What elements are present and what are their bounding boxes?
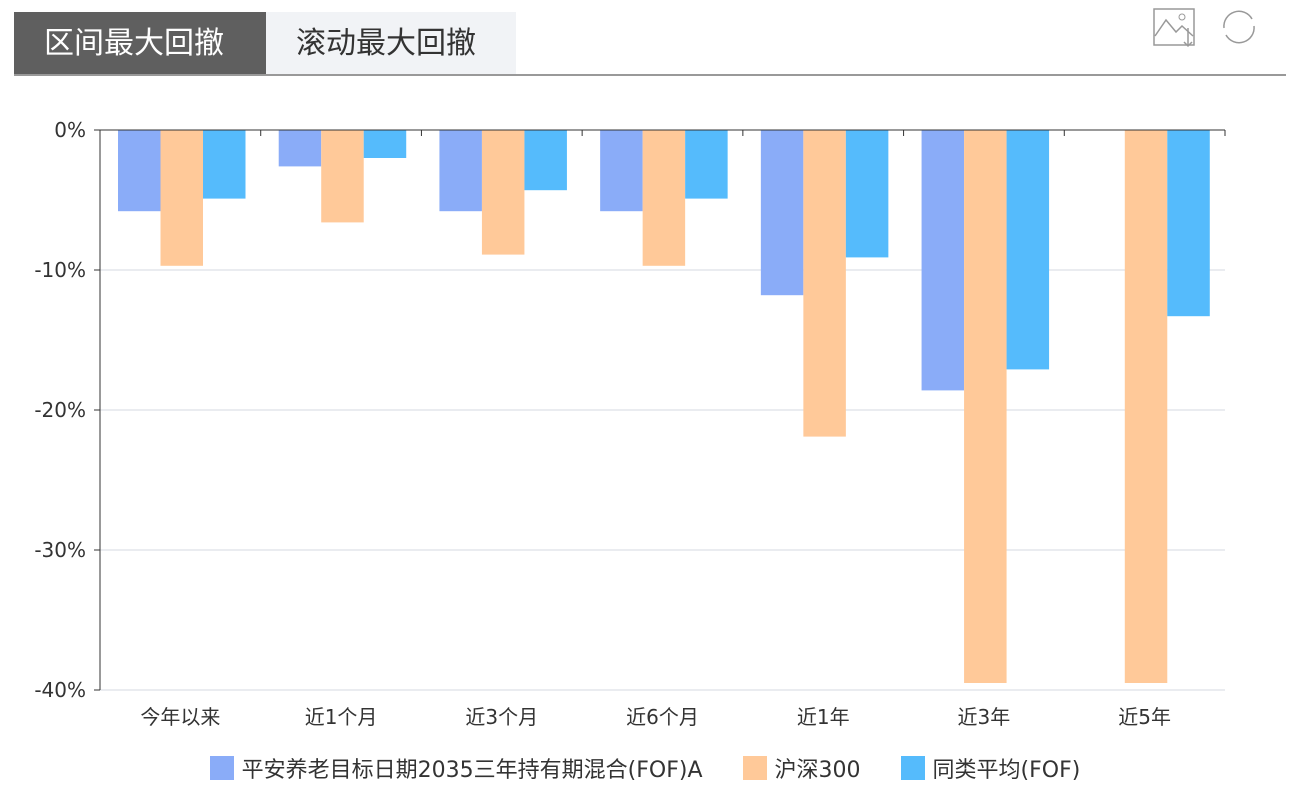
tab-divider [14, 74, 1286, 76]
bar [1124, 130, 1168, 683]
bar [363, 130, 407, 158]
bar [760, 130, 804, 296]
bar [600, 130, 643, 212]
legend-swatch [742, 756, 767, 780]
bar [642, 130, 686, 266]
tab-bar: 区间最大回撤 滚动最大回撤 [14, 12, 516, 75]
bar [921, 130, 965, 391]
tab-rolling-max-drawdown[interactable]: 滚动最大回撤 [266, 12, 516, 75]
legend-swatch [900, 756, 925, 780]
y-tick-label: -30% [34, 538, 86, 562]
bar [439, 130, 482, 212]
legend-label: 平安养老目标日期2035三年持有期混合(FOF)A [241, 758, 703, 783]
y-tick-label: 0% [54, 118, 86, 142]
legend: 平安养老目标日期2035三年持有期混合(FOF)A 沪深300 同类平均(FOF… [0, 752, 1290, 784]
bar [803, 130, 846, 437]
legend-label: 同类平均(FOF) [932, 758, 1081, 783]
x-tick-label: 近3个月 [465, 705, 538, 729]
x-tick-label: 近5年 [1118, 705, 1171, 729]
bar [964, 130, 1007, 683]
legend-item-fund[interactable]: 平安养老目标日期2035三年持有期混合(FOF)A [209, 752, 703, 784]
bar [118, 130, 161, 212]
legend-item-csi300[interactable]: 沪深300 [742, 752, 861, 784]
x-tick-label: 近3年 [958, 705, 1011, 729]
bar [685, 130, 728, 199]
y-tick-label: -20% [34, 398, 86, 422]
legend-item-peer-average[interactable]: 同类平均(FOF) [900, 752, 1081, 784]
x-tick-label: 今年以来 [140, 705, 220, 729]
bar [845, 130, 889, 258]
bar [160, 130, 203, 266]
bar [1167, 130, 1210, 317]
tab-interval-max-drawdown[interactable]: 区间最大回撤 [14, 12, 266, 75]
x-tick-label: 近1年 [797, 705, 850, 729]
bar-chart: 0% -10% -20% -30% -40% 今年以来 近1个月 近3个月 近6个月 近1年 近3年… [34, 118, 1226, 729]
bar [321, 130, 364, 223]
bar [1006, 130, 1050, 370]
bar [203, 130, 246, 199]
refresh-icon[interactable] [1216, 6, 1262, 48]
bar [524, 130, 567, 191]
y-tick-label: -40% [34, 678, 86, 702]
x-tick-label: 近1个月 [305, 705, 378, 729]
x-tick-label: 近6个月 [626, 705, 699, 729]
legend-swatch [209, 756, 234, 780]
bar [481, 130, 525, 255]
y-tick-label: -10% [34, 258, 86, 282]
legend-label: 沪深300 [774, 758, 861, 783]
save-image-icon[interactable] [1152, 6, 1198, 48]
bar [278, 130, 322, 167]
